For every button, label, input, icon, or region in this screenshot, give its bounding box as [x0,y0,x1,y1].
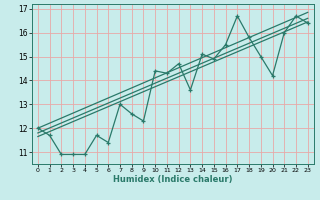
X-axis label: Humidex (Indice chaleur): Humidex (Indice chaleur) [113,175,233,184]
